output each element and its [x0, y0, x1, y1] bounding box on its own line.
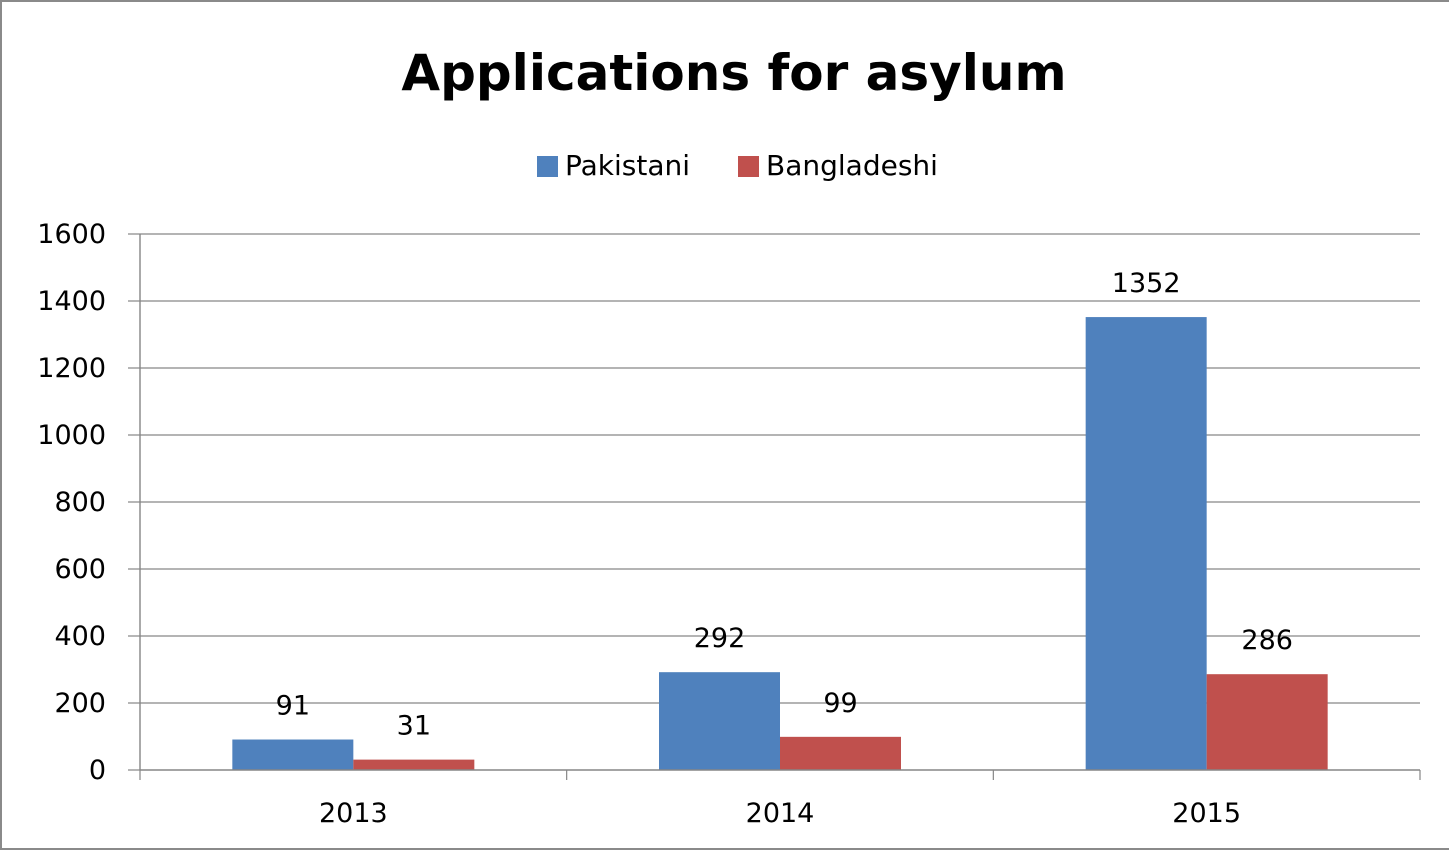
data-label: 91 [276, 691, 310, 722]
y-tick-label: 1200 [37, 353, 106, 384]
legend-swatch-pakistani [537, 156, 558, 177]
bars [232, 317, 1328, 770]
data-labels: 91 31 292 99 1352 286 [276, 268, 1293, 742]
y-tick-label: 600 [54, 554, 106, 585]
gridlines [140, 233, 1420, 704]
y-tick-label: 800 [54, 487, 106, 518]
x-tick-label: 2015 [1172, 798, 1241, 829]
data-label: 99 [823, 688, 857, 719]
data-label: 31 [397, 711, 431, 742]
bar-pakistani-2013 [232, 739, 354, 770]
data-label: 1352 [1112, 268, 1181, 299]
x-tick-label: 2013 [319, 798, 388, 829]
y-tick-label: 1400 [37, 286, 106, 317]
y-tick-label: 200 [54, 688, 106, 719]
bar-pakistani-2014 [659, 672, 780, 770]
data-label: 286 [1241, 625, 1293, 656]
bar-bangladeshi-2013 [353, 759, 475, 770]
bar-bangladeshi-2014 [780, 736, 901, 770]
legend-label-pakistani: Pakistani [565, 149, 690, 182]
y-axis-ticks: 0 200 400 600 800 1000 1200 1400 1600 [37, 219, 140, 786]
data-label: 292 [694, 623, 746, 654]
y-tick-label: 1600 [37, 219, 106, 250]
x-axis: 2013 2014 2015 [139, 234, 1421, 829]
bar-bangladeshi-2015 [1206, 674, 1328, 770]
y-tick-label: 1000 [37, 420, 106, 451]
legend-label-bangladeshi: Bangladeshi [766, 149, 938, 182]
legend-swatch-bangladeshi [738, 156, 759, 177]
y-tick-label: 400 [54, 621, 106, 652]
legend: Pakistani Bangladeshi [537, 149, 938, 182]
x-tick-label: 2014 [746, 798, 815, 829]
chart-title: Applications for asylum [401, 44, 1066, 102]
y-tick-label: 0 [89, 755, 106, 786]
bar-pakistani-2015 [1085, 317, 1207, 770]
